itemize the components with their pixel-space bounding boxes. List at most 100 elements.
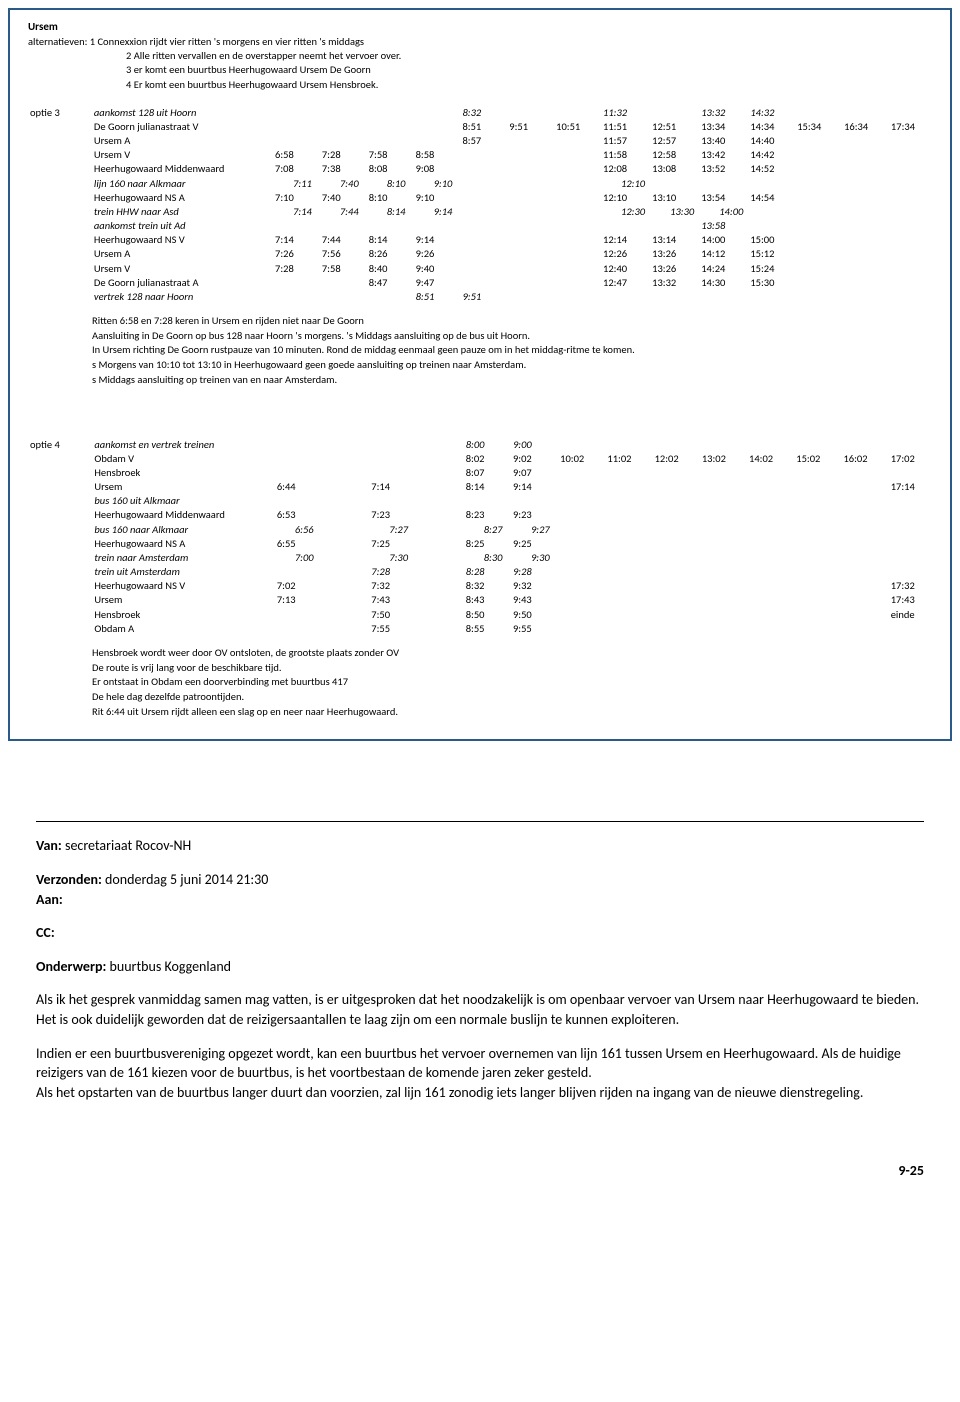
time-cell: [842, 290, 889, 304]
optie3-notes: Ritten 6:58 en 7:28 keren in Ursem en ri…: [92, 314, 936, 387]
time-cell: 9:51: [507, 120, 554, 134]
timetable-row: trein naar Amsterdam7:007:308:309:30: [28, 551, 936, 565]
time-cell: [507, 290, 554, 304]
time-cell: 9:26: [414, 247, 461, 261]
time-cell: 14:42: [748, 148, 795, 162]
time-cell: [554, 290, 601, 304]
time-cell: [889, 551, 936, 565]
time-cell: [367, 134, 414, 148]
option-label-cell: [28, 537, 92, 551]
time-cell: [369, 452, 416, 466]
time-cell: 11:32: [601, 106, 650, 120]
time-cell: [795, 134, 842, 148]
time-cell: [558, 523, 605, 537]
optie4-notes: Hensbroek wordt weer door OV ontsloten, …: [92, 646, 936, 719]
time-cell: 8:40: [367, 262, 414, 276]
time-cell: 10:51: [554, 120, 601, 134]
time-cell: [794, 622, 841, 636]
time-cell: [558, 622, 605, 636]
time-cell: [842, 177, 889, 191]
time-cell: 13:34: [699, 120, 748, 134]
time-cell: 7:23: [369, 508, 416, 522]
time-cell: [320, 134, 367, 148]
option-label-cell: [28, 508, 92, 522]
time-cell: [700, 438, 747, 452]
time-cell: [842, 148, 889, 162]
time-cell: 14:30: [699, 276, 748, 290]
time-cell: [322, 480, 369, 494]
time-cell: [747, 523, 794, 537]
time-cell: 9:27: [511, 523, 558, 537]
time-cell: [605, 551, 652, 565]
time-cell: [889, 233, 936, 247]
time-cell: 15:24: [748, 262, 795, 276]
email-divider: [36, 821, 924, 822]
time-cell: [558, 438, 605, 452]
time-cell: 13:40: [699, 134, 748, 148]
time-cell: [842, 191, 889, 205]
time-cell: [507, 233, 554, 247]
time-cell: [417, 579, 464, 593]
time-cell: [889, 191, 936, 205]
time-cell: [841, 466, 888, 480]
time-cell: 16:02: [841, 452, 888, 466]
time-cell: 9:40: [414, 262, 461, 276]
time-cell: 7:08: [273, 162, 320, 176]
time-cell: 9:14: [414, 205, 461, 219]
time-cell: 9:50: [511, 608, 558, 622]
time-cell: [700, 494, 747, 508]
route-name: De Goorn julianastraat A: [92, 276, 273, 290]
time-cell: 9:14: [414, 233, 461, 247]
time-cell: [554, 233, 601, 247]
time-cell: 16:34: [842, 120, 889, 134]
time-cell: 7:26: [273, 247, 320, 261]
time-cell: 8:00: [464, 438, 511, 452]
route-name: Heerhugowaard NS V: [92, 233, 273, 247]
time-cell: [653, 466, 700, 480]
time-cell: [653, 438, 700, 452]
note-line: De route is vrij lang voor de beschikbar…: [92, 661, 936, 676]
time-cell: 8:26: [367, 247, 414, 261]
time-cell: [650, 290, 699, 304]
time-cell: 7:14: [273, 205, 320, 219]
time-cell: 12:10: [601, 177, 650, 191]
time-cell: [841, 508, 888, 522]
time-cell: [605, 579, 652, 593]
time-cell: [507, 262, 554, 276]
time-cell: [842, 262, 889, 276]
time-cell: [700, 565, 747, 579]
time-cell: 12:30: [601, 205, 650, 219]
route-name: vertrek 128 naar Hoorn: [92, 290, 273, 304]
time-cell: 11:57: [601, 134, 650, 148]
time-cell: [369, 438, 416, 452]
time-cell: [460, 247, 507, 261]
timetable-row: Heerhugowaard NS A6:557:258:259:25: [28, 537, 936, 551]
time-cell: [273, 219, 320, 233]
route-name: aankomst trein uit Ad: [92, 219, 273, 233]
time-cell: [511, 494, 558, 508]
time-cell: [889, 565, 936, 579]
time-cell: [700, 537, 747, 551]
time-cell: [842, 276, 889, 290]
time-cell: 13:14: [650, 233, 699, 247]
option-label-cell: [28, 276, 92, 290]
time-cell: [275, 494, 322, 508]
time-cell: 8:32: [460, 106, 507, 120]
time-cell: [795, 148, 842, 162]
time-cell: 8:30: [464, 551, 511, 565]
time-cell: [414, 106, 461, 120]
time-cell: 14:32: [748, 106, 795, 120]
time-cell: 10:02: [558, 452, 605, 466]
time-cell: [842, 134, 889, 148]
time-cell: [653, 593, 700, 607]
time-cell: 17:32: [889, 579, 936, 593]
time-cell: [794, 565, 841, 579]
time-cell: 8:23: [464, 508, 511, 522]
timetable-row: Obdam A7:558:559:55: [28, 622, 936, 636]
time-cell: 8:10: [367, 177, 414, 191]
time-cell: 14:24: [699, 262, 748, 276]
time-cell: [275, 565, 322, 579]
time-cell: [795, 162, 842, 176]
time-cell: 7:13: [275, 593, 322, 607]
time-cell: 11:51: [601, 120, 650, 134]
